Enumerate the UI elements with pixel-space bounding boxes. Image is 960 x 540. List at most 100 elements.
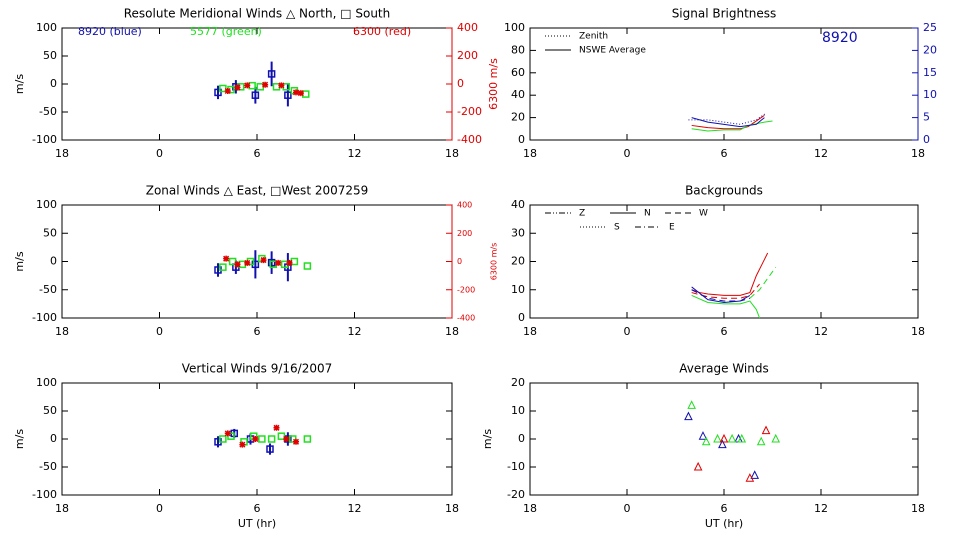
marker xyxy=(283,435,290,443)
x-tick-label: 6 xyxy=(254,502,261,515)
marker xyxy=(693,461,703,471)
marker xyxy=(727,433,737,443)
chart-title: Signal Brightness xyxy=(672,7,777,21)
series-line xyxy=(749,266,777,299)
marker xyxy=(244,259,251,266)
y2-tick-label: 10 xyxy=(923,88,937,101)
y2-tick-label: 200 xyxy=(457,49,478,62)
marker xyxy=(286,259,293,266)
x-tick-label: 12 xyxy=(814,502,828,515)
y-axis-label: m/s xyxy=(13,74,26,94)
marker xyxy=(266,445,274,453)
legend-label: S xyxy=(614,223,620,233)
y-tick-label: -50 xyxy=(39,460,57,473)
y-tick-label: 20 xyxy=(511,111,525,124)
y-tick-label: 50 xyxy=(43,49,57,62)
x-tick-label: 0 xyxy=(156,147,163,160)
marker xyxy=(267,258,276,267)
marker xyxy=(284,91,292,99)
x-tick-label: 6 xyxy=(721,147,728,160)
legend-label: W xyxy=(699,209,708,219)
marker xyxy=(278,82,285,89)
y-tick-label: 40 xyxy=(511,88,525,101)
y-tick-label: -100 xyxy=(32,133,57,146)
marker xyxy=(275,259,282,266)
x-tick-label: 6 xyxy=(721,502,728,515)
marker xyxy=(219,263,227,271)
x-tick-label: 18 xyxy=(523,325,537,338)
x-tick-label: 18 xyxy=(523,502,537,515)
y2-tick-label: -200 xyxy=(457,285,475,294)
marker xyxy=(719,433,729,443)
x-tick-label: 0 xyxy=(624,325,631,338)
marker xyxy=(713,433,722,443)
x-tick-label: 12 xyxy=(814,147,828,160)
y-tick-label: 0 xyxy=(518,133,525,146)
x-axis-label: UT (hr) xyxy=(705,517,743,530)
marker xyxy=(292,438,300,445)
marker xyxy=(698,431,708,440)
legend-label: N xyxy=(644,209,651,219)
chart-title: Resolute Meridional Winds △ North, □ Sou… xyxy=(124,7,391,21)
x-tick-label: 12 xyxy=(348,502,362,515)
marker xyxy=(239,441,246,448)
series-line xyxy=(691,117,765,128)
y2-tick-label: -200 xyxy=(457,105,482,118)
marker xyxy=(262,81,269,88)
x-tick-label: 0 xyxy=(624,502,631,515)
y2-tick-label: 0 xyxy=(457,77,464,90)
chart-title: Average Winds xyxy=(679,362,769,376)
y2-tick-label: 5 xyxy=(923,111,930,124)
y-tick-label: -20 xyxy=(507,488,525,501)
y2-axis-label: 6300 m/s xyxy=(487,58,500,110)
marker xyxy=(756,436,766,446)
annotation: 8920 (blue) xyxy=(78,25,142,38)
y-tick-label: -50 xyxy=(39,283,57,296)
y-tick-label: 30 xyxy=(511,226,525,239)
legend-label: Z xyxy=(579,209,585,219)
y2-tick-label: -400 xyxy=(457,314,475,323)
y2-tick-label: 0 xyxy=(923,133,930,146)
y2-tick-label: 0 xyxy=(457,257,462,266)
marker xyxy=(292,89,300,96)
y-tick-label: 0 xyxy=(50,432,57,445)
y-tick-label: -100 xyxy=(32,311,57,324)
x-tick-label: 18 xyxy=(523,147,537,160)
y-tick-label: 80 xyxy=(511,43,525,56)
x-tick-label: 12 xyxy=(348,147,362,160)
y2-tick-label: 25 xyxy=(923,21,937,34)
y-tick-label: 0 xyxy=(518,311,525,324)
y-tick-label: 0 xyxy=(50,255,57,268)
x-tick-label: 18 xyxy=(445,147,459,160)
y2-tick-label: 400 xyxy=(457,201,472,210)
marker xyxy=(223,255,230,262)
y-tick-label: 50 xyxy=(43,404,57,417)
y2-tick-label: 400 xyxy=(457,21,478,34)
marker xyxy=(684,411,693,421)
marker xyxy=(252,435,259,443)
marker xyxy=(260,257,267,264)
annotation: 5577 (green) xyxy=(190,25,262,38)
x-tick-label: 0 xyxy=(156,502,163,515)
series-line xyxy=(691,114,765,130)
x-tick-label: 18 xyxy=(55,502,69,515)
y-tick-label: 40 xyxy=(511,198,525,211)
annotation: 8920 xyxy=(822,30,858,46)
marker xyxy=(224,87,231,95)
y-tick-label: 10 xyxy=(511,404,525,417)
marker xyxy=(224,430,231,437)
y-tick-label: 0 xyxy=(50,77,57,90)
marker xyxy=(745,473,755,482)
y-tick-label: 60 xyxy=(511,66,525,79)
x-tick-label: 18 xyxy=(55,147,69,160)
y-tick-label: 100 xyxy=(36,21,57,34)
y-tick-label: 20 xyxy=(511,376,525,389)
x-tick-label: 12 xyxy=(814,325,828,338)
chart-title: Vertical Winds 9/16/2007 xyxy=(182,362,333,376)
annotation: 6300 (red) xyxy=(353,25,411,38)
y-tick-label: 100 xyxy=(36,376,57,389)
marker xyxy=(258,435,266,443)
marker xyxy=(234,261,241,268)
